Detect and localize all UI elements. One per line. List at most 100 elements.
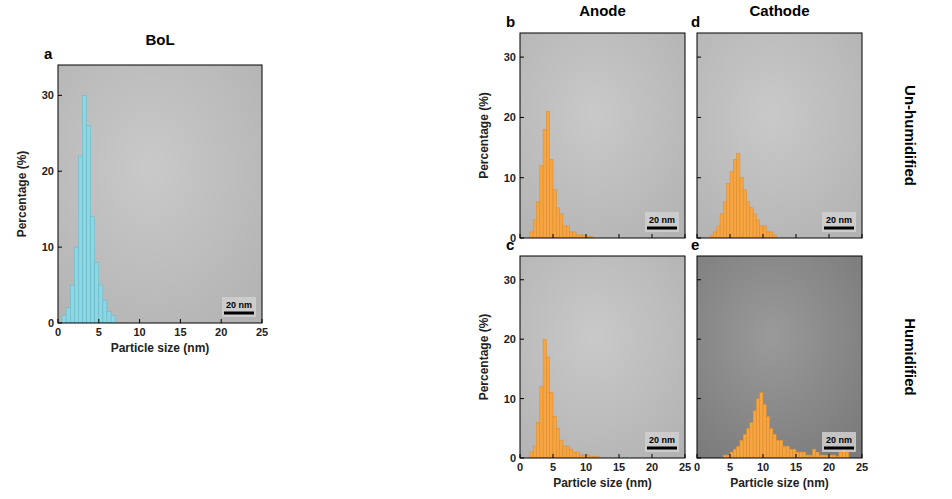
histogram-bar [743,434,746,458]
y-tick [697,177,701,178]
histogram-bar [783,446,786,458]
histogram-bar [780,440,783,458]
x-tick [697,454,698,458]
scale-bar [224,312,254,315]
row-heading: Humidified [902,318,919,396]
plot-frame [697,33,862,238]
histogram-bar [747,428,750,458]
x-tick [139,319,140,323]
plot-frame [58,65,262,323]
y-tick-label: 10 [504,172,516,184]
histogram-bar [733,449,736,458]
y-tick [697,279,701,280]
x-tick-label: 25 [256,326,268,338]
plot-frame [520,33,685,238]
histogram-bar [543,339,546,458]
x-tick [262,319,263,323]
histogram-bar [573,232,576,238]
histogram-bar [573,452,576,458]
y-tick [697,117,701,118]
histogram-bar [563,226,566,238]
y-tick-label: 30 [504,274,516,286]
histogram-bar [556,208,559,238]
histogram-bar [99,285,103,323]
x-tick [862,454,863,458]
y-axis-title: Percentage (%) [477,92,491,179]
tem-image [58,65,262,323]
x-tick [619,454,620,458]
histogram-bar [789,449,792,458]
x-tick-label: 15 [174,326,186,338]
histogram-bar [846,452,849,458]
scale-bar [824,447,854,450]
x-tick-label: 0 [517,461,523,473]
scale-bar-ground [822,212,856,232]
y-tick [58,171,62,172]
panel: 05101520250102030Particle size (nm)Perce… [15,31,268,355]
x-tick-label: 20 [215,326,227,338]
histogram-bar [737,154,740,238]
scale-bar-ground [222,297,256,317]
histogram-bar [737,446,740,458]
scale-bar [824,227,854,230]
histogram-bar [566,446,569,458]
x-tick-label: 10 [133,326,145,338]
x-tick [862,234,863,238]
histogram-bar [91,217,95,323]
y-tick-label: 30 [504,51,516,63]
histogram-bar [103,300,107,323]
histogram-bar [540,387,543,458]
y-tick [520,57,524,58]
bars [710,154,776,238]
x-tick [763,454,764,458]
y-tick [697,339,701,340]
histogram-bar [816,452,819,458]
histogram-bar [546,357,549,458]
histogram-bar [560,214,563,238]
histogram-bar [70,285,74,323]
histogram-bar [776,440,779,458]
histogram-bar [813,449,816,458]
histogram-bar [714,232,717,238]
y-tick [58,323,62,324]
histogram-bar [740,440,743,458]
x-tick [520,454,521,458]
y-tick [58,247,62,248]
histogram-bar [550,393,553,458]
column-heading: Anode [579,2,626,19]
histogram-bar [770,428,773,458]
histogram-bar [530,232,533,238]
scale-bar-label: 20 nm [826,215,852,225]
histogram-bar [803,452,806,458]
y-tick [697,398,701,399]
histogram-bar [760,393,763,458]
bars [62,95,115,323]
panel-label: d [691,13,700,30]
panel: 05101520250102030Particle size (nm)Perce… [477,236,691,490]
x-axis-title: Particle size (nm) [553,476,652,490]
y-tick [520,238,524,239]
histogram-bar [730,452,733,458]
scale-bar-ground [645,212,679,232]
histogram-bar [87,126,91,323]
histogram-bar [793,449,796,458]
x-tick [586,454,587,458]
histogram-bar [111,315,115,323]
y-tick-label: 20 [504,111,516,123]
y-tick [520,398,524,399]
x-tick [652,454,653,458]
histogram-bar [750,208,753,238]
histogram-bar [74,247,78,323]
histogram-bar [720,214,723,238]
histogram-bar [766,232,769,238]
scale-bar [647,227,677,230]
x-tick [763,234,764,238]
figure: 05101520250102030Particle size (nm)Perce… [0,0,952,499]
plot-frame [520,256,685,458]
histogram-bar [770,232,773,238]
y-tick [520,339,524,340]
histogram-bar [727,184,730,238]
histogram-bar [760,226,763,238]
y-tick-label: 20 [42,165,54,177]
histogram-bar [796,452,799,458]
